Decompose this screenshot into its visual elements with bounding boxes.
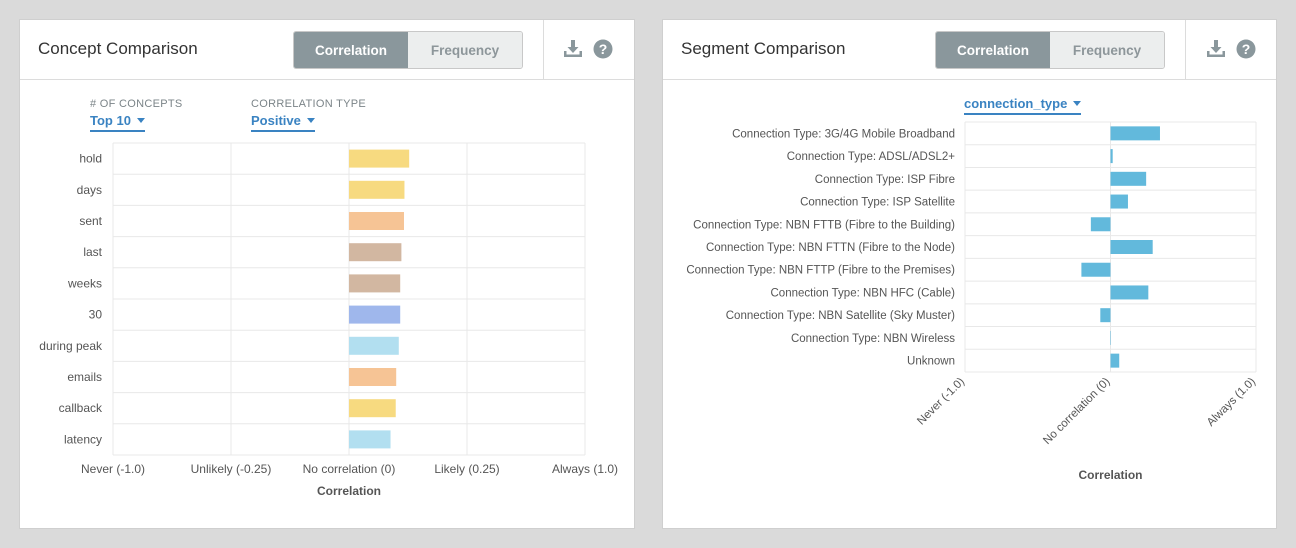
bar-during-peak: [349, 336, 399, 355]
category-label: Unknown: [907, 356, 955, 368]
category-label: Connection Type: NBN HFC (Cable): [771, 287, 956, 299]
x-tick-label: Unlikely (-0.25): [191, 462, 272, 476]
segment-correlation-chart: Connection Type: 3G/4G Mobile Broadband C…: [686, 121, 1258, 482]
bar-hold: [349, 149, 410, 168]
bar-segment: [1100, 308, 1111, 323]
x-axis-title: Correlation: [317, 484, 381, 498]
bar-latency: [349, 430, 391, 449]
svg-text:?: ?: [1242, 41, 1251, 57]
category-label: Connection Type: ISP Fibre: [815, 174, 955, 186]
segment-dropdown[interactable]: connection_type: [964, 96, 1082, 115]
bar-segment: [1110, 330, 1111, 345]
category-label: Connection Type: NBN Wireless: [791, 333, 955, 345]
bar-segment: [1110, 149, 1113, 164]
bar-sent: [349, 212, 404, 230]
download-icon[interactable]: [1206, 39, 1226, 59]
x-tick-label: Always (1.0): [552, 462, 618, 476]
x-tick-label: No correlation (0): [1041, 376, 1112, 447]
category-label: emails: [67, 370, 102, 384]
category-label: during peak: [39, 339, 103, 353]
bar-callback: [349, 399, 396, 418]
x-tick-label: No correlation (0): [303, 462, 396, 476]
correlation-toggle-button[interactable]: Correlation: [936, 32, 1050, 68]
panel-header: Segment Comparison Correlation Frequency…: [663, 20, 1276, 80]
panel-title: Concept Comparison: [38, 39, 198, 58]
category-label: sent: [79, 214, 102, 228]
bar-last: [349, 243, 402, 262]
correlation-type-value: Positive: [251, 113, 301, 128]
x-tick-label: Likely (0.25): [434, 462, 499, 476]
x-tick-label: Never (-1.0): [81, 462, 145, 476]
bar-segment: [1110, 126, 1160, 141]
bar-segment: [1110, 353, 1120, 368]
segment-comparison-panel: Segment Comparison Correlation Frequency…: [662, 19, 1277, 529]
frequency-toggle-button[interactable]: Frequency: [408, 32, 522, 68]
correlation-type-label: CORRELATION TYPE: [251, 98, 367, 110]
concepts-count-label: # OF CONCEPTS: [90, 98, 183, 110]
bar-weeks: [349, 274, 401, 293]
concept-comparison-panel: Concept Comparison Correlation Frequency…: [19, 19, 635, 529]
bar-segment: [1081, 262, 1111, 277]
category-label: Connection Type: NBN Satellite (Sky Must…: [726, 310, 955, 322]
category-label: hold: [79, 152, 102, 166]
concepts-count-dropdown[interactable]: Top 10: [90, 113, 145, 132]
category-label: Connection Type: NBN FTTP (Fibre to the …: [686, 265, 955, 277]
caret-down-icon: [306, 118, 315, 123]
category-label: weeks: [67, 276, 102, 290]
category-label: Connection Type: NBN FTTB (Fibre to the …: [693, 219, 955, 231]
x-tick-label: Never (-1.0): [915, 376, 967, 428]
caret-down-icon: [136, 118, 145, 123]
panel-title: Segment Comparison: [681, 39, 846, 58]
category-label: Connection Type: ISP Satellite: [800, 197, 955, 209]
header-divider: [1185, 20, 1186, 79]
download-icon[interactable]: [563, 39, 583, 59]
category-label: 30: [89, 308, 103, 322]
bar-days: [349, 180, 405, 199]
category-label: last: [83, 245, 102, 259]
correlation-toggle-button[interactable]: Correlation: [294, 32, 408, 68]
segment-value: connection_type: [964, 96, 1068, 111]
bar-emails: [349, 368, 397, 386]
concept-correlation-chart: hold days sent last weeks 30 during peak emails…: [39, 142, 618, 498]
correlation-type-dropdown[interactable]: Positive: [251, 113, 315, 132]
bar-segment: [1110, 240, 1153, 254]
bar-segment: [1090, 217, 1111, 232]
concepts-count-value: Top 10: [90, 113, 131, 128]
view-toggle: Correlation Frequency: [935, 31, 1165, 69]
help-icon[interactable]: ?: [593, 39, 613, 59]
bar-30: [349, 305, 401, 324]
svg-text:?: ?: [599, 41, 608, 57]
view-toggle: Correlation Frequency: [293, 31, 523, 69]
category-label: Connection Type: NBN FTTN (Fibre to the …: [706, 242, 955, 254]
bar-segment: [1110, 171, 1147, 186]
caret-down-icon: [1073, 101, 1082, 106]
frequency-toggle-button[interactable]: Frequency: [1050, 32, 1164, 68]
bar-segment: [1110, 285, 1149, 300]
category-label: days: [77, 183, 102, 197]
category-label: Connection Type: 3G/4G Mobile Broadband: [732, 128, 955, 140]
x-axis-title: Correlation: [1078, 468, 1142, 482]
bar-segment: [1110, 194, 1128, 209]
category-label: latency: [64, 432, 102, 446]
header-divider: [543, 20, 544, 79]
category-label: callback: [59, 401, 103, 415]
help-icon[interactable]: ?: [1236, 39, 1256, 59]
category-label: Connection Type: ADSL/ADSL2+: [787, 151, 956, 163]
x-tick-label: Always (1.0): [1205, 376, 1258, 429]
panel-header: Concept Comparison Correlation Frequency…: [20, 20, 634, 80]
